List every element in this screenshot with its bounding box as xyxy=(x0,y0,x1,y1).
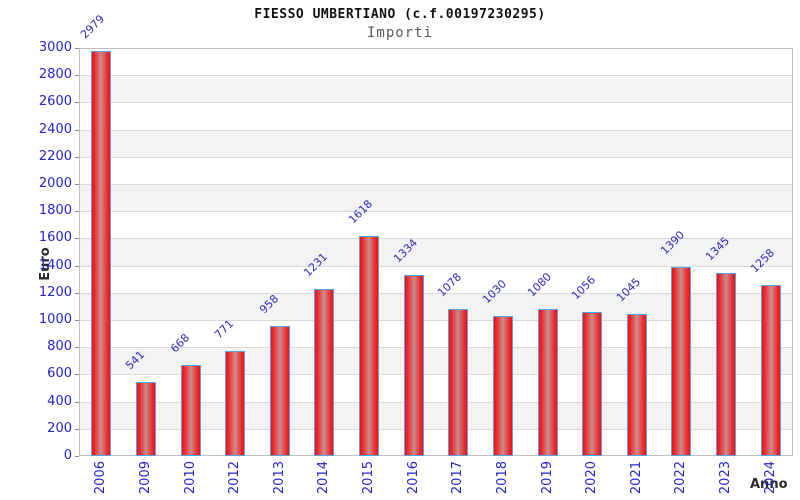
bar xyxy=(180,365,201,456)
gridline xyxy=(80,211,792,213)
y-tick-label: 1800 xyxy=(38,203,72,219)
bar xyxy=(626,313,647,456)
y-tick-mark xyxy=(75,129,79,131)
x-tick-label: 2024 xyxy=(762,461,778,495)
gridline xyxy=(80,265,792,267)
bar xyxy=(269,325,290,456)
gridline xyxy=(80,129,792,131)
chart-title: FIESSO UMBERTIANO (c.f.00197230295) xyxy=(254,7,546,22)
y-tick-label: 1000 xyxy=(38,312,72,327)
y-tick-mark xyxy=(75,265,79,267)
x-tick-label: 2022 xyxy=(673,461,689,495)
plot-stripe xyxy=(80,75,792,103)
bar xyxy=(582,312,603,456)
x-tick-label: 2020 xyxy=(584,461,600,495)
chart-subtitle: Importi xyxy=(366,25,433,41)
y-tick-mark xyxy=(75,238,79,240)
x-axis-label: Anno xyxy=(750,477,788,492)
gridline xyxy=(80,292,792,294)
bar xyxy=(537,309,558,456)
gridline xyxy=(80,156,792,158)
bar xyxy=(91,50,112,456)
gridline xyxy=(80,238,792,240)
bar xyxy=(403,274,424,456)
y-tick-label: 2400 xyxy=(38,121,72,137)
x-tick-label: 2006 xyxy=(93,461,109,495)
y-tick-label: 2000 xyxy=(38,176,72,191)
plot-stripe xyxy=(80,129,792,157)
y-tick-label: 2800 xyxy=(38,67,72,83)
gridline xyxy=(80,347,792,349)
bar xyxy=(314,288,335,456)
y-tick-mark xyxy=(75,211,79,213)
y-tick-label: 200 xyxy=(47,420,72,436)
y-tick-label: 2600 xyxy=(38,94,72,110)
x-tick-label: 2023 xyxy=(718,461,734,495)
plot-stripe xyxy=(80,184,792,212)
x-tick-label: 2021 xyxy=(628,461,644,495)
y-tick-label: 600 xyxy=(47,366,72,382)
x-tick-label: 2014 xyxy=(316,461,332,495)
bar xyxy=(448,309,469,456)
bar xyxy=(225,351,246,456)
bar xyxy=(671,267,692,456)
x-tick-label: 2013 xyxy=(271,461,287,495)
gridline xyxy=(80,102,792,104)
y-tick-mark xyxy=(75,156,79,158)
gridline xyxy=(80,401,792,403)
x-tick-label: 2018 xyxy=(494,461,510,495)
y-tick-mark xyxy=(75,102,79,104)
y-tick-mark xyxy=(75,347,79,349)
y-tick-mark xyxy=(75,75,79,77)
x-tick-label: 2017 xyxy=(450,461,466,495)
x-tick-label: 2010 xyxy=(182,461,198,495)
y-tick-label: 1600 xyxy=(38,230,72,246)
y-tick-label: 800 xyxy=(47,339,72,355)
x-tick-label: 2016 xyxy=(405,461,421,495)
bar xyxy=(359,236,380,456)
y-tick-label: 3000 xyxy=(38,40,72,55)
x-tick-label: 2012 xyxy=(227,461,243,495)
x-tick-label: 2009 xyxy=(137,461,153,495)
gridline xyxy=(80,184,792,185)
bar xyxy=(760,284,781,456)
bar xyxy=(135,382,156,456)
bar xyxy=(492,315,513,456)
gridline xyxy=(80,428,792,430)
y-tick-mark xyxy=(75,428,79,430)
x-tick-label: 2015 xyxy=(361,461,377,495)
y-tick-mark xyxy=(75,48,79,49)
gridline xyxy=(80,320,792,321)
y-tick-mark xyxy=(75,320,79,321)
gridline xyxy=(80,75,792,77)
y-tick-mark xyxy=(75,184,79,185)
x-tick-label: 2019 xyxy=(539,461,555,495)
y-tick-label: 0 xyxy=(63,448,72,463)
y-tick-mark xyxy=(75,401,79,403)
plot-stripe xyxy=(80,238,792,266)
y-tick-label: 2200 xyxy=(38,148,72,164)
y-tick-label: 1400 xyxy=(38,257,72,273)
y-tick-mark xyxy=(75,292,79,294)
y-tick-label: 1200 xyxy=(38,284,72,300)
y-tick-mark xyxy=(75,456,79,457)
y-tick-mark xyxy=(75,374,79,376)
gridline xyxy=(80,374,792,376)
bar xyxy=(716,273,737,456)
y-tick-label: 400 xyxy=(47,393,72,409)
